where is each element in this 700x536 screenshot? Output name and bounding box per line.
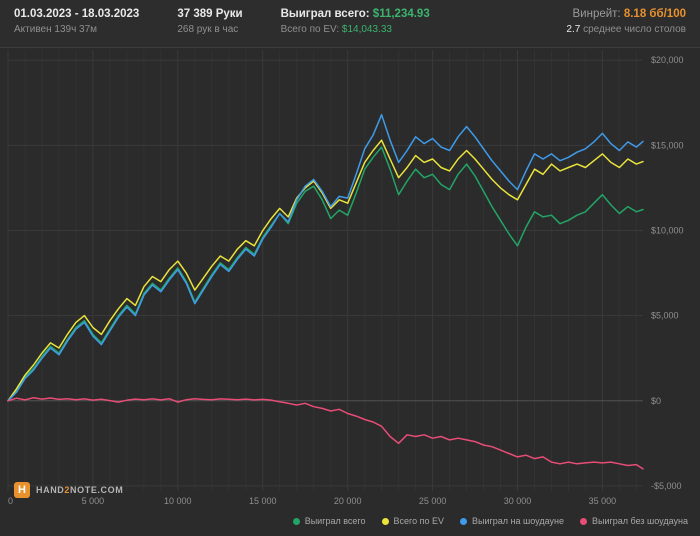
legend-label-won-total: Выиграл всего (304, 516, 366, 526)
legend-dot-ev-total (381, 517, 389, 525)
series-ev-total (7, 139, 644, 402)
x-tick-label: 25 000 (419, 496, 447, 506)
y-tick-label: -$5,000 (651, 481, 682, 491)
legend-dot-won-non-showdown (580, 517, 587, 525)
legend-item-won-total[interactable]: Выиграл всего (292, 516, 366, 526)
legend-dot-won-showdown (460, 517, 468, 525)
winrate-label: Винрейт: (572, 8, 621, 20)
hands-count: 37 389 Руки (177, 8, 243, 20)
legend-label-ev-total: Всего по EV (393, 516, 445, 526)
active-time: Активен 139ч 37м (14, 24, 98, 35)
legend-dot-won-total (292, 517, 300, 525)
x-tick-label: 5 000 (82, 496, 105, 506)
winrate-value: 8.18 бб/100 (623, 8, 686, 20)
hand2note-logo[interactable]: H HAND2NOTE.COM (14, 482, 123, 498)
hands-per-hour: 268 рук в час (177, 24, 239, 35)
x-tick-label: 20 000 (334, 496, 362, 506)
x-tick-label: 0 (8, 496, 13, 506)
y-tick-label: $5,000 (651, 311, 679, 321)
hand2note-logo-text: HAND2NOTE.COM (36, 485, 124, 495)
legend-item-won-non-showdown[interactable]: Выиграл без шоудауна (580, 516, 688, 526)
y-tick-label: $0 (651, 396, 661, 406)
won-total-label: Выиграл всего: (280, 8, 370, 20)
series-won-showdown (7, 113, 644, 402)
chart-legend: Выиграл всего Всего по EV Выиграл на шоу… (292, 506, 688, 536)
legend-item-ev-total[interactable]: Всего по EV (381, 516, 445, 526)
x-tick-label: 35 000 (589, 496, 617, 506)
avg-tables-label: среднее число столов (583, 24, 686, 35)
y-tick-label: $15,000 (651, 140, 684, 150)
series-won-total (7, 146, 644, 402)
date-range: 01.03.2023 - 18.03.2023 (14, 8, 140, 20)
legend-label-won-non-showdown: Выиграл без шоудауна (592, 516, 688, 526)
x-tick-label: 10 000 (164, 496, 192, 506)
winrate-block: Винрейт: 8.18 бб/100 2.7 среднее число с… (566, 8, 686, 35)
legend-label-won-showdown: Выиграл на шоудауне (472, 516, 564, 526)
hands-block: 37 389 Руки 268 рук в час (177, 8, 242, 35)
won-total-value: $11,234.93 (372, 8, 430, 20)
date-range-block: 01.03.2023 - 18.03.2023 Активен 139ч 37м (14, 8, 139, 35)
hand2note-logo-icon: H (14, 482, 30, 498)
x-tick-label: 30 000 (504, 496, 532, 506)
stats-header: 01.03.2023 - 18.03.2023 Активен 139ч 37м… (0, 0, 700, 48)
y-tick-label: $20,000 (651, 55, 684, 65)
winnings-block: Выиграл всего: $11,234.93 Всего по EV: $… (281, 8, 430, 35)
y-tick-label: $10,000 (651, 226, 684, 236)
winnings-chart[interactable]: $20,000 $15,000 $10,000 $5,000 $0 -$5,000 0 5 0… (0, 48, 700, 508)
ev-total-value: $14,043.33 (341, 24, 392, 35)
legend-item-won-showdown[interactable]: Выиграл на шоудауне (460, 516, 564, 526)
series-won-non-showdown (7, 396, 644, 470)
x-tick-label: 15 000 (249, 496, 277, 506)
avg-tables-value: 2.7 (566, 24, 581, 35)
ev-total-label: Всего по EV: (280, 24, 340, 35)
